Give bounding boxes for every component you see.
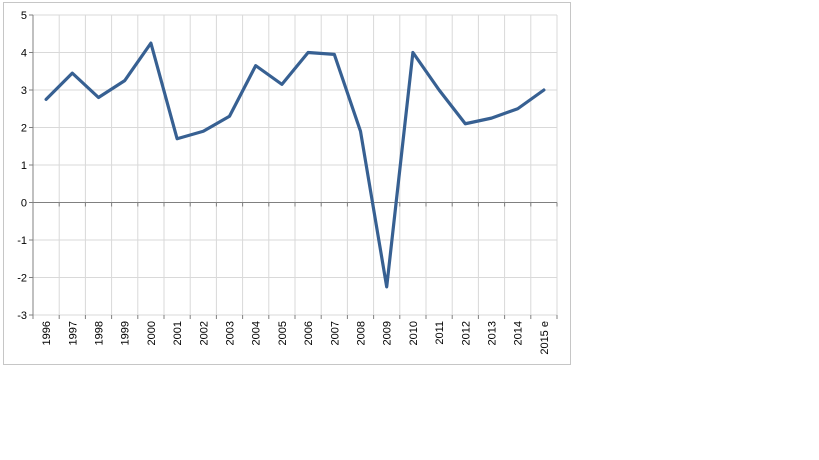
y-gridlines: [33, 14, 557, 316]
y-axis-tick-label: -1: [17, 235, 27, 247]
y-axis-tick-label: 5: [21, 10, 27, 22]
x-axis-tick-label: 2015 e: [539, 321, 551, 355]
y-axis: [29, 14, 34, 316]
x-axis-tick-label: 1999: [120, 321, 132, 345]
x-axis-tick-label: 2012: [460, 321, 472, 345]
x-axis-tick-label: 2004: [251, 321, 263, 345]
x-axis-tick-label: 2008: [356, 321, 368, 345]
y-axis-tick-label: 1: [21, 160, 27, 172]
series-line: [44, 41, 546, 289]
y-axis-tick-label: 0: [21, 198, 27, 210]
zero-axis: [32, 202, 558, 207]
y-axis-tick-label: 4: [21, 48, 27, 60]
x-axis-tick-label: 2003: [225, 321, 237, 345]
x-axis-tick-label: 2013: [487, 321, 499, 345]
y-axis-tick-label: -2: [17, 273, 27, 285]
x-axis-tick-label: 2007: [329, 321, 341, 345]
x-axis-tick-label: 1996: [41, 321, 53, 345]
x-axis-tick-label: 2010: [408, 321, 420, 345]
x-axis-tick-label: 2005: [277, 321, 289, 345]
y-axis-tick-label: -3: [17, 310, 27, 322]
x-axis-tick-label: 2011: [434, 321, 446, 345]
x-axis-tick-label: 2006: [303, 321, 315, 345]
x-axis-tick-label: 2014: [513, 321, 525, 345]
x-tick-labels: 1996 1997 1998 1999 2000 2001 2002 2003 2004 2005…: [41, 321, 551, 355]
x-axis-tick-label: 1997: [67, 321, 79, 345]
x-axis-tick-label: 2009: [382, 321, 394, 345]
y-axis-tick-label: 3: [21, 85, 27, 97]
x-axis-tick-label: 1998: [94, 321, 106, 345]
x-axis-tick-label: 2002: [198, 321, 210, 345]
bottom-ticks: [32, 315, 558, 319]
y-tick-labels: 5 4 3 2 1 0 -1 -2 -3: [17, 10, 27, 322]
series: [44, 41, 546, 289]
line-chart: 5 4 3 2 1 0 -1 -2 -3 1996 1997 1998 1999 2000 2001 2002…: [17, 10, 558, 355]
x-axis-tick-label: 2001: [172, 321, 184, 345]
chart-frame: 5 4 3 2 1 0 -1 -2 -3 1996 1997 1998 1999 2000 2001 2002…: [3, 2, 571, 365]
x-axis-tick-label: 2000: [146, 321, 158, 345]
y-axis-tick-label: 2: [21, 123, 27, 135]
